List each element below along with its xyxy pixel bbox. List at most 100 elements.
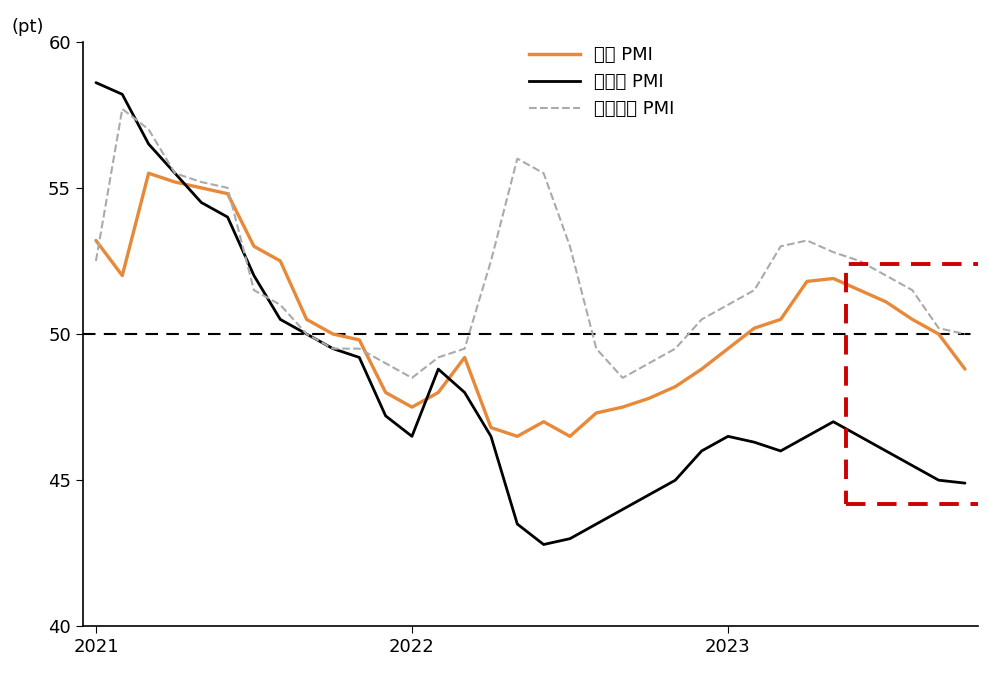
서비스업 PMI: [616, 374, 628, 382]
서비스업 PMI: [748, 286, 760, 294]
제조업 PMI: [801, 433, 813, 441]
제조업 PMI: [195, 198, 207, 206]
종합 PMI: [459, 353, 471, 362]
종합 PMI: [722, 345, 734, 353]
종합 PMI: [854, 286, 866, 294]
종합 PMI: [959, 365, 971, 373]
종합 PMI: [616, 403, 628, 411]
Line: 서비스업 PMI: 서비스업 PMI: [96, 109, 965, 378]
종합 PMI: [564, 433, 576, 441]
종합 PMI: [116, 271, 128, 280]
종합 PMI: [275, 257, 287, 265]
종합 PMI: [380, 389, 392, 397]
제조업 PMI: [459, 389, 471, 397]
제조업 PMI: [169, 169, 181, 177]
제조업 PMI: [906, 462, 918, 470]
Bar: [846, 264, 986, 504]
종합 PMI: [222, 190, 234, 198]
서비스업 PMI: [459, 345, 471, 353]
종합 PMI: [748, 324, 760, 332]
종합 PMI: [827, 274, 839, 282]
제조업 PMI: [827, 418, 839, 426]
제조업 PMI: [616, 505, 628, 513]
서비스업 PMI: [301, 330, 313, 338]
서비스업 PMI: [774, 242, 786, 250]
종합 PMI: [169, 178, 181, 186]
종합 PMI: [643, 394, 655, 402]
종합 PMI: [695, 365, 707, 373]
제조업 PMI: [275, 315, 287, 324]
서비스업 PMI: [801, 236, 813, 244]
제조업 PMI: [248, 271, 260, 280]
종합 PMI: [537, 418, 549, 426]
서비스업 PMI: [90, 257, 102, 265]
서비스업 PMI: [933, 324, 945, 332]
서비스업 PMI: [854, 257, 866, 265]
제조업 PMI: [590, 520, 602, 528]
종합 PMI: [248, 242, 260, 250]
서비스업 PMI: [327, 345, 339, 353]
종합 PMI: [143, 169, 155, 177]
종합 PMI: [433, 389, 445, 397]
서비스업 PMI: [564, 242, 576, 250]
제조업 PMI: [695, 447, 707, 455]
제조업 PMI: [669, 476, 681, 484]
서비스업 PMI: [485, 257, 497, 265]
서비스업 PMI: [827, 248, 839, 256]
종합 PMI: [90, 236, 102, 244]
서비스업 PMI: [537, 169, 549, 177]
제조업 PMI: [880, 447, 892, 455]
서비스업 PMI: [669, 345, 681, 353]
제조업 PMI: [511, 520, 523, 528]
제조업 PMI: [564, 535, 576, 543]
제조업 PMI: [116, 90, 128, 98]
종합 PMI: [933, 330, 945, 338]
제조업 PMI: [959, 479, 971, 487]
종합 PMI: [906, 315, 918, 324]
서비스업 PMI: [590, 345, 602, 353]
종합 PMI: [774, 315, 786, 324]
서비스업 PMI: [906, 286, 918, 294]
서비스업 PMI: [354, 345, 366, 353]
종합 PMI: [485, 424, 497, 432]
제조업 PMI: [722, 433, 734, 441]
제조업 PMI: [643, 491, 655, 499]
제조업 PMI: [485, 433, 497, 441]
서비스업 PMI: [222, 183, 234, 192]
제조업 PMI: [774, 447, 786, 455]
Text: (pt): (pt): [11, 18, 44, 37]
종합 PMI: [590, 409, 602, 417]
서비스업 PMI: [143, 125, 155, 133]
종합 PMI: [354, 336, 366, 344]
제조업 PMI: [537, 540, 549, 548]
서비스업 PMI: [195, 178, 207, 186]
종합 PMI: [301, 315, 313, 324]
제조업 PMI: [354, 353, 366, 362]
제조업 PMI: [406, 433, 418, 441]
서비스업 PMI: [248, 286, 260, 294]
제조업 PMI: [143, 140, 155, 148]
서비스업 PMI: [380, 359, 392, 368]
Line: 제조업 PMI: 제조업 PMI: [96, 83, 965, 544]
서비스업 PMI: [406, 374, 418, 382]
제조업 PMI: [301, 330, 313, 338]
종합 PMI: [880, 298, 892, 306]
서비스업 PMI: [643, 359, 655, 368]
제조업 PMI: [433, 365, 445, 373]
제조업 PMI: [327, 345, 339, 353]
서비스업 PMI: [169, 169, 181, 177]
제조업 PMI: [933, 476, 945, 484]
제조업 PMI: [748, 438, 760, 446]
서비스업 PMI: [275, 301, 287, 309]
서비스업 PMI: [959, 330, 971, 338]
제조업 PMI: [90, 79, 102, 87]
서비스업 PMI: [880, 271, 892, 280]
제조업 PMI: [222, 213, 234, 221]
종합 PMI: [669, 383, 681, 391]
제조업 PMI: [380, 412, 392, 420]
서비스업 PMI: [116, 105, 128, 113]
서비스업 PMI: [511, 154, 523, 162]
Legend: 종합 PMI, 제조업 PMI, 서비스업 PMI: 종합 PMI, 제조업 PMI, 서비스업 PMI: [522, 39, 682, 125]
종합 PMI: [801, 278, 813, 286]
서비스업 PMI: [695, 315, 707, 324]
